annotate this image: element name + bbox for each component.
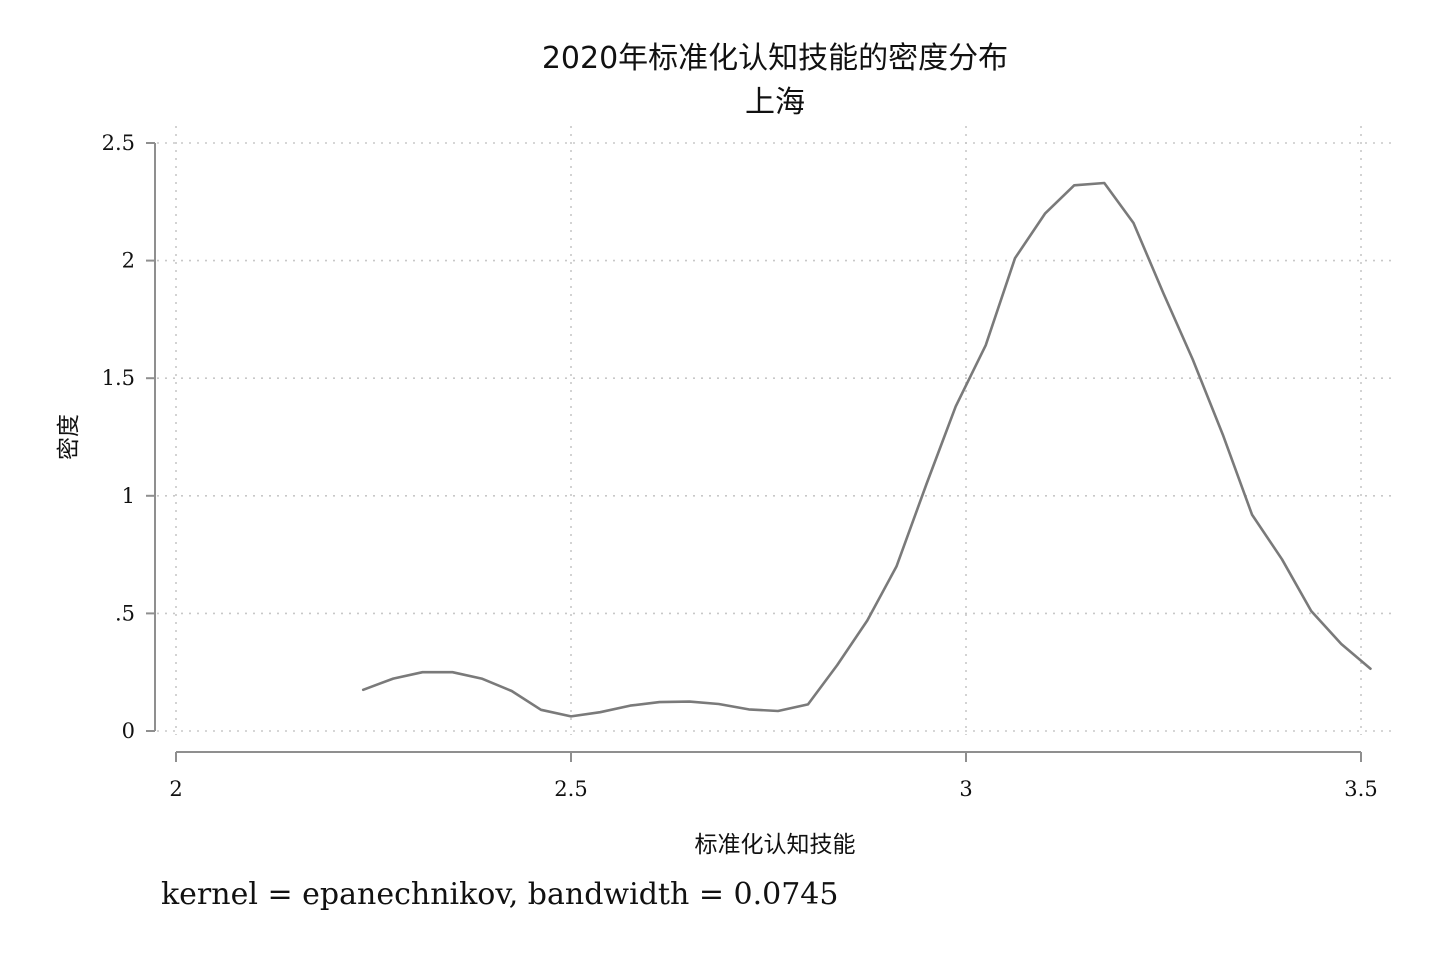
y-axis-title: 密度	[56, 414, 82, 460]
tick-layer: 0 .5 1 1.5 2 2.5 2 2.5 3 3.5	[102, 131, 1378, 801]
y-tick-label: 0	[122, 719, 135, 743]
x-tick-label: 3	[959, 777, 972, 801]
x-tick-label: 3.5	[1344, 777, 1377, 801]
x-tick-label: 2	[169, 777, 182, 801]
chart-subtitle: 上海	[745, 85, 805, 120]
y-tick-label: 2	[122, 249, 135, 273]
y-tick-label: 2.5	[102, 131, 135, 155]
kernel-note: kernel = epanechnikov, bandwidth = 0.074…	[161, 877, 838, 912]
density-series-line	[361, 181, 1372, 718]
x-tick-label: 2.5	[554, 777, 587, 801]
y-tick-label: 1.5	[102, 366, 135, 390]
y-tick-label: 1	[122, 484, 135, 508]
series-layer	[361, 181, 1372, 718]
chart-title: 2020年标准化认知技能的密度分布	[542, 41, 1008, 76]
grid-layer	[157, 126, 1392, 735]
x-axis-title: 标准化认知技能	[695, 832, 856, 858]
axis-layer	[154, 143, 1361, 753]
y-tick-label: .5	[115, 601, 135, 625]
